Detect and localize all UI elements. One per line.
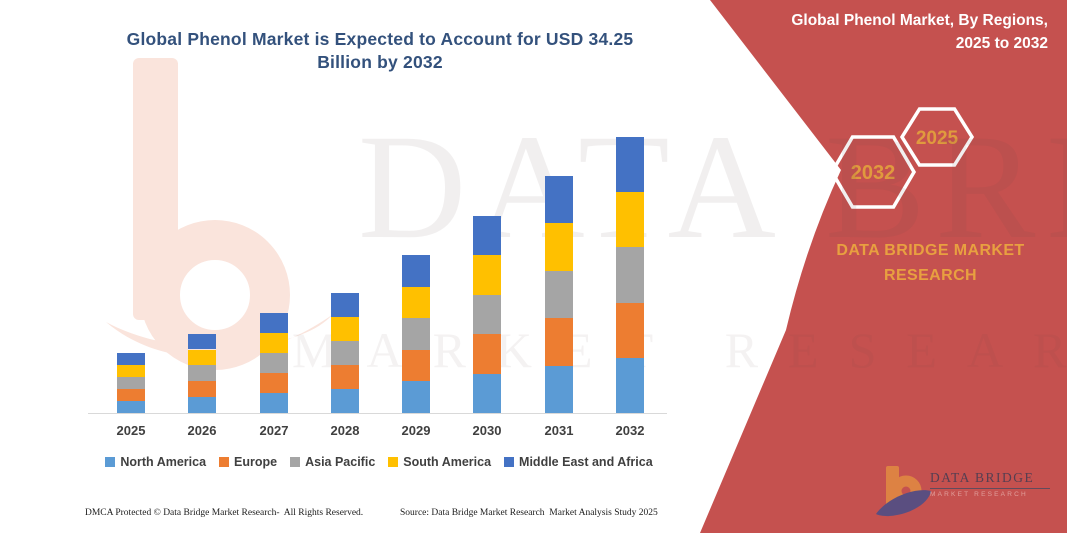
bar-segment-2030-europe [473,334,501,374]
bar-segment-2026-europe [188,381,216,398]
x-tick-2028: 2028 [330,423,360,438]
bar-segment-2030-south-america [473,255,501,295]
legend-swatch [105,457,116,467]
watermark-b-swoosh [106,315,332,358]
bar-segment-2025-south-america [117,364,145,377]
legend-label: Middle East and Africa [519,455,653,469]
bar-segment-2031-asia-pacific [545,270,573,319]
legend-label: Asia Pacific [305,455,376,469]
brand-line2: RESEARCH [884,267,977,284]
x-tick-2029: 2029 [401,423,431,438]
legend-item-north-america: North America [105,455,206,469]
bar-segment-2028-north-america [331,388,359,413]
bar-segment-2029-europe [402,349,430,382]
bar-segment-2028-middle-east-and-africa [331,292,359,317]
legend-label: Europe [234,455,278,469]
bar-segment-2032-europe [616,302,644,358]
logo-wordmark: DATA BRIDGE [930,470,1050,489]
legend-swatch [504,457,515,467]
bar-segment-2025-asia-pacific [117,376,145,389]
banner-heading-line1: Global Phenol Market, By Regions, [791,12,1048,29]
bar-segment-2026-middle-east-and-africa [188,333,216,350]
bar-segment-2026-south-america [188,349,216,366]
bar-segment-2028-asia-pacific [331,340,359,365]
legend-item-middle-east-and-africa: Middle East and Africa [504,455,653,469]
bar-segment-2026-north-america [188,397,216,413]
bar-segment-2032-asia-pacific [616,247,644,303]
chart-title: Global Phenol Market is Expected to Acco… [80,28,680,74]
legend-swatch [219,457,230,467]
bar-segment-2027-south-america [260,333,288,354]
logo-d-swoosh [876,490,931,517]
banner-heading: Global Phenol Market, By Regions, 2025 t… [708,9,1048,55]
bar-segment-2031-middle-east-and-africa [545,176,573,224]
bar-segment-2029-middle-east-and-africa [402,255,430,287]
data-bridge-logo-text: DATA BRIDGE MARKET RESEARCH [930,470,1050,498]
hexagon-2025-label: 2025 [916,128,959,149]
bar-segment-2027-europe [260,373,288,393]
hexagon-2032 [829,135,917,209]
hexagon-2025 [899,107,975,167]
bar-segment-2032-north-america [616,357,644,413]
bar-segment-2031-south-america [545,223,573,271]
banner-heading-line2: 2025 to 2032 [955,35,1048,52]
x-tick-2025: 2025 [116,423,146,438]
x-tick-2026: 2026 [187,423,217,438]
logo-tagline: MARKET RESEARCH [930,491,1028,498]
bar-segment-2028-south-america [331,316,359,341]
x-tick-2031: 2031 [544,423,574,438]
x-tick-2027: 2027 [259,423,289,438]
hexagon-2032-label: 2032 [851,162,896,184]
bar-segment-2028-europe [331,364,359,389]
data-bridge-logo-icon [876,466,931,517]
legend: North America Europe Asia Pacific South Ame… [88,455,670,469]
bar-segment-2027-north-america [260,393,288,413]
brand-block: DATA BRIDGE MARKET RESEARCH [828,238,1033,288]
bar-segment-2032-south-america [616,192,644,248]
legend-swatch [290,457,301,467]
red-banner-shape [700,0,1067,533]
bar-segment-2025-middle-east-and-africa [117,352,145,365]
bar-segment-2027-asia-pacific [260,353,288,374]
bar-segment-2031-north-america [545,365,573,413]
bar-segment-2032-middle-east-and-africa [616,137,644,193]
brand-line1: DATA BRIDGE MARKET [836,242,1025,259]
bar-segment-2030-middle-east-and-africa [473,215,501,256]
x-axis-line [88,413,667,414]
bar-segment-2030-asia-pacific [473,294,501,335]
bar-segment-2025-north-america [117,400,145,413]
legend-item-south-america: South America [388,455,491,469]
footer-source-text: Source: Data Bridge Market Research Mark… [400,508,658,518]
x-tick-2032: 2032 [615,423,645,438]
legend-label: South America [403,455,492,469]
legend-label: North America [120,455,207,469]
legend-item-asia-pacific: Asia Pacific [290,455,375,469]
bar-segment-2025-europe [117,388,145,401]
bar-segment-2029-asia-pacific [402,318,430,350]
chart-title-line2: Billion by 2032 [317,52,443,72]
bar-segment-2029-north-america [402,381,430,413]
legend-swatch [388,457,399,467]
bar-segment-2031-europe [545,318,573,366]
chart-title-line1: Global Phenol Market is Expected to Acco… [126,29,634,49]
legend-item-europe: Europe [219,455,277,469]
bar-segment-2029-south-america [402,286,430,319]
bar-segment-2030-north-america [473,373,501,413]
bar-segment-2027-middle-east-and-africa [260,313,288,334]
x-tick-2030: 2030 [472,423,502,438]
bar-segment-2026-asia-pacific [188,365,216,382]
footer-dmca-text: DMCA Protected © Data Bridge Market Rese… [85,508,364,518]
